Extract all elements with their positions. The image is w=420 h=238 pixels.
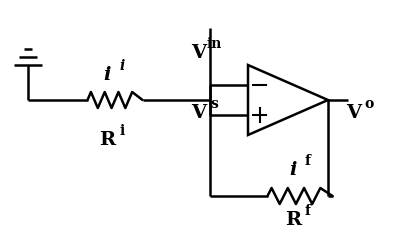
Text: i: i [119, 59, 125, 73]
Text: V: V [192, 44, 207, 62]
Text: R: R [99, 131, 115, 149]
Text: f: f [305, 154, 311, 168]
Text: o: o [365, 97, 374, 111]
Text: s: s [210, 97, 218, 111]
Text: in: in [206, 37, 222, 51]
Text: i: i [289, 161, 297, 179]
Text: i: i [119, 124, 125, 138]
Text: V: V [346, 104, 362, 122]
Text: i: i [103, 66, 111, 84]
Text: V: V [192, 104, 207, 122]
Text: R: R [285, 211, 301, 229]
Text: f: f [305, 204, 311, 218]
